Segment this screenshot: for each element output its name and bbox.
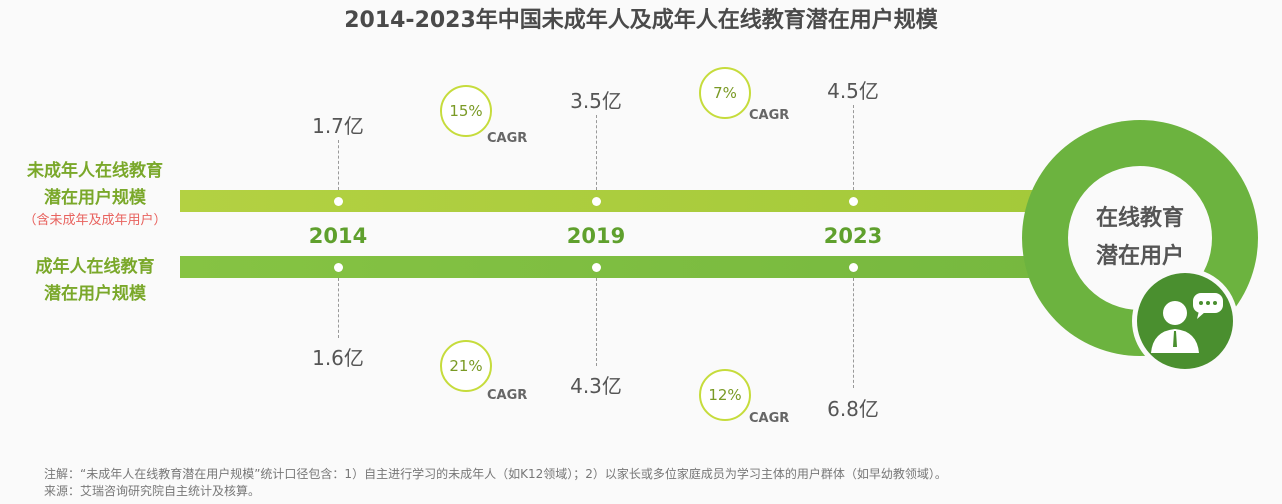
bottom-label-line2: 潜在用户规模: [44, 284, 146, 304]
cagr-circle: 15%: [440, 85, 492, 137]
top-value: 3.5亿: [570, 89, 622, 113]
top-label-line1: 未成年人在线教育: [27, 161, 163, 181]
timeline-dot: [334, 197, 343, 206]
bottom-timeline-bar: [180, 256, 1060, 278]
dash-line: [596, 115, 597, 190]
year-label: 2019: [566, 224, 626, 248]
cagr-circle: 12%: [699, 369, 751, 421]
year-label: 2014: [308, 224, 368, 248]
dash-line: [596, 278, 597, 366]
bottom-value: 4.3亿: [570, 374, 622, 398]
dash-line: [338, 278, 339, 338]
footer-source: 来源：艾瑞咨询研究院自主统计及核算。: [44, 484, 261, 498]
top-label-note: （含未成年及成年用户）: [23, 213, 167, 228]
timeline-dot: [592, 263, 601, 272]
dash-line: [853, 278, 854, 388]
timeline-dot: [334, 263, 343, 272]
bottom-label-line1: 成年人在线教育: [35, 257, 155, 277]
bottom-value: 1.6亿: [312, 346, 364, 370]
top-label-line2: 潜在用户规模: [44, 188, 146, 208]
dash-line: [853, 105, 854, 190]
cagr-circle: 7%: [699, 67, 751, 119]
cagr-label: CAGR: [749, 411, 790, 426]
top-series-label: 未成年人在线教育 潜在用户规模 （含未成年及成年用户）: [10, 158, 180, 230]
top-value: 1.7亿: [312, 114, 364, 138]
timeline-dot: [592, 197, 601, 206]
bottom-series-label: 成年人在线教育 潜在用户规模: [10, 254, 180, 308]
timeline-dot: [849, 263, 858, 272]
cagr-label: CAGR: [749, 108, 790, 123]
ring-text-line1: 在线教育: [1095, 206, 1184, 231]
dash-line: [338, 140, 339, 190]
top-timeline-bar: [180, 190, 1060, 212]
ring-text-line2: 潜在用户: [1095, 244, 1184, 269]
year-label: 2023: [823, 224, 883, 248]
cagr-label: CAGR: [487, 131, 528, 146]
cagr-circle: 21%: [440, 340, 492, 392]
bottom-value: 6.8亿: [827, 397, 879, 421]
top-value: 4.5亿: [827, 79, 879, 103]
footer-note: 注解：“未成年人在线教育潜在用户规模”统计口径包含：1）自主进行学习的未成年人（…: [44, 467, 947, 481]
cagr-label: CAGR: [487, 388, 528, 403]
user-chat-icon: [1132, 268, 1238, 374]
chart-title: 2014-2023年中国未成年人及成年人在线教育潜在用户规模: [344, 8, 938, 33]
timeline-dot: [849, 197, 858, 206]
